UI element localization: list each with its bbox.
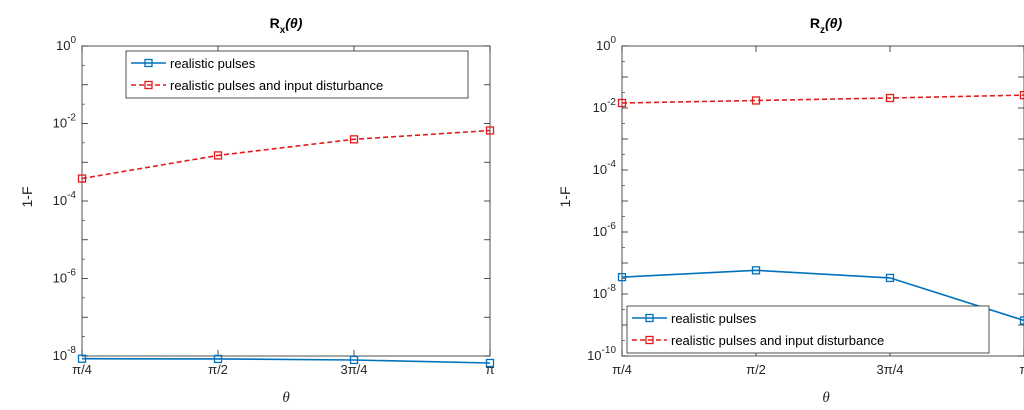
data-point xyxy=(885,93,895,103)
y-axis-label: 1-F xyxy=(557,187,573,208)
legend-swatch-marker xyxy=(144,58,153,68)
data-point xyxy=(349,355,359,365)
legend-label: realistic pulses and input disturbance xyxy=(671,333,884,348)
series-line xyxy=(81,357,491,364)
legend-label: realistic pulses xyxy=(671,311,757,326)
data-point xyxy=(751,266,761,275)
data-point xyxy=(485,358,495,368)
x-axis-label: θ xyxy=(282,390,290,406)
y-tick-label: 10-2 xyxy=(53,113,77,131)
data-point xyxy=(213,151,223,160)
legend-swatch-marker xyxy=(645,335,654,345)
x-axis-label: θ xyxy=(822,390,830,406)
legend-box xyxy=(125,50,469,99)
y-tick-label: 10-4 xyxy=(53,190,77,208)
y-tick-label: 10-8 xyxy=(593,283,617,301)
legend-box xyxy=(626,305,990,354)
plot-area: 10-10 10-8 10-6 10-4 10-2 100 π/4 π/2 3π/4 π reali… xyxy=(587,35,1024,377)
x-tick-label: π xyxy=(486,362,495,377)
chart-title: Rz(θ) xyxy=(810,15,843,36)
data-point xyxy=(885,273,895,283)
plot-area: 10-8 10-6 10-4 10-2 100 π/4 π/2 3π/4 π realistic … xyxy=(53,35,495,377)
x-tick-label: π/4 xyxy=(612,362,632,377)
x-tick-label: π/2 xyxy=(746,362,766,377)
legend-label: realistic pulses xyxy=(170,56,256,71)
data-point xyxy=(751,96,761,105)
x-tick-label: π/4 xyxy=(72,362,92,377)
data-point xyxy=(213,354,223,364)
series-line xyxy=(621,269,1024,322)
chart-title: Rx(θ) xyxy=(270,15,303,36)
y-axis-label: 1-F xyxy=(19,187,35,208)
y-tick-label: 10-6 xyxy=(593,221,617,239)
series-line xyxy=(621,94,1024,104)
x-tick-label: 3π/4 xyxy=(876,362,903,377)
legend-swatch-marker xyxy=(645,313,654,323)
x-tick-label: π/2 xyxy=(208,362,228,377)
legend-swatch-marker xyxy=(144,80,153,90)
data-point xyxy=(349,135,359,144)
legend-label: realistic pulses and input disturbance xyxy=(170,78,383,93)
y-tick-label: 100 xyxy=(596,35,616,53)
data-point xyxy=(1019,316,1024,325)
x-tick-label: 3π/4 xyxy=(340,362,367,377)
data-point xyxy=(1019,90,1024,100)
y-tick-label: 10-4 xyxy=(593,159,617,177)
data-point xyxy=(77,354,87,363)
data-point xyxy=(77,174,87,183)
data-point xyxy=(617,98,627,108)
y-tick-label: 100 xyxy=(56,35,76,53)
y-tick-label: 10-6 xyxy=(53,268,77,286)
y-tick-label: 10-8 xyxy=(53,345,77,363)
x-tick-label: π xyxy=(1020,362,1024,377)
series-line xyxy=(81,129,491,180)
y-tick-label: 10-2 xyxy=(593,97,617,115)
chart-rz: Rz(θ) 10-10 10-8 10-6 10-4 10-2 100 π/4 π/2 3π/4… xyxy=(557,15,1024,406)
data-point xyxy=(617,272,627,282)
y-tick-label: 10-10 xyxy=(587,345,616,363)
chart-rx: Rx(θ) 10-8 10-6 10-4 10-2 100 π/4 π/2 3π/4 π real… xyxy=(19,15,495,406)
data-point xyxy=(485,126,495,135)
